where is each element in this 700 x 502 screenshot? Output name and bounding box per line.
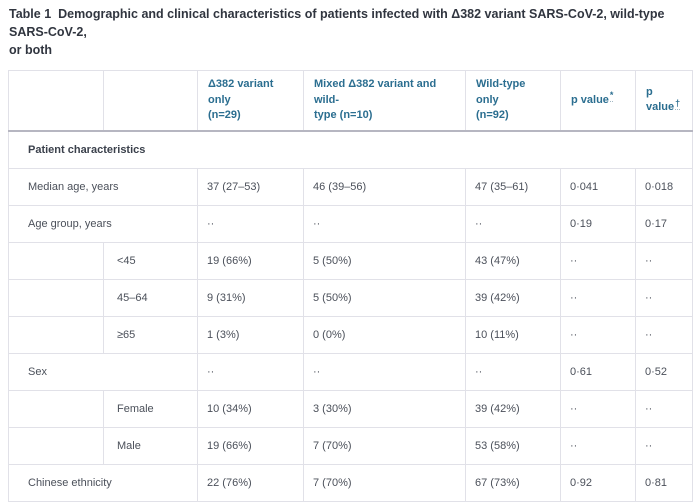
p-value-label: p value [646, 86, 675, 114]
row-indent-spacer [8, 390, 104, 429]
row-sublabel: Male [103, 427, 198, 466]
row-sublabel: Female [103, 390, 198, 429]
row-sublabel: 45–64 [103, 279, 198, 318]
value-cell: 43 (47%) [465, 242, 561, 281]
header-empty-1 [8, 70, 104, 132]
table-row: Male 19 (66%) 7 (70%) 53 (58%) ·· ·· [8, 427, 693, 466]
value-cell: 7 (70%) [303, 464, 466, 502]
header-wild-type-only: Wild-type only (n=92) [465, 70, 561, 132]
value-cell: ·· [560, 279, 636, 318]
value-cell: 3 (30%) [303, 390, 466, 429]
value-cell: ·· [635, 316, 693, 355]
row-indent-spacer [8, 316, 104, 355]
row-sublabel: ≥65 [103, 316, 198, 355]
row-indent-spacer [8, 242, 104, 281]
value-cell: 5 (50%) [303, 242, 466, 281]
row-label: Sex [8, 353, 198, 392]
footnote-asterisk-link[interactable]: * [609, 90, 614, 103]
value-cell: ·· [465, 205, 561, 244]
value-cell: 7 (70%) [303, 427, 466, 466]
value-cell: ·· [465, 353, 561, 392]
table-row: <45 19 (66%) 5 (50%) 43 (47%) ·· ·· [8, 242, 693, 281]
value-cell: ·· [197, 353, 304, 392]
value-cell: ·· [197, 205, 304, 244]
value-cell: 67 (73%) [465, 464, 561, 502]
value-cell: 19 (66%) [197, 242, 304, 281]
value-cell: 0·81 [635, 464, 693, 502]
table-row: Chinese ethnicity 22 (76%) 7 (70%) 67 (73%)… [8, 464, 693, 502]
value-cell: ·· [635, 242, 693, 281]
header-mixed-variant: Mixed Δ382 variant and wild- type (n=10) [303, 70, 466, 132]
p-value-label: p value [571, 93, 609, 106]
table-row: Sex ·· ·· ·· 0·61 0·52 [8, 353, 693, 392]
row-indent-spacer [8, 279, 104, 318]
value-cell: ·· [635, 279, 693, 318]
value-cell: 0·17 [635, 205, 693, 244]
table-row: ≥65 1 (3%) 0 (0%) 10 (11%) ·· ·· [8, 316, 693, 355]
value-cell: 0·018 [635, 168, 693, 207]
value-cell: 19 (66%) [197, 427, 304, 466]
value-cell: ·· [635, 390, 693, 429]
footnote-dagger-link[interactable]: † [675, 97, 681, 110]
table-body: Patient characteristics Median age, years… [8, 130, 693, 502]
value-cell: 9 (31%) [197, 279, 304, 318]
section-header-cell: Patient characteristics [8, 130, 693, 170]
row-sublabel: <45 [103, 242, 198, 281]
value-cell: 22 (76%) [197, 464, 304, 502]
value-cell: ·· [560, 242, 636, 281]
value-cell: ·· [560, 427, 636, 466]
value-cell: 5 (50%) [303, 279, 466, 318]
value-cell: 46 (39–56) [303, 168, 466, 207]
row-label: Age group, years [8, 205, 198, 244]
value-cell: 0·041 [560, 168, 636, 207]
value-cell: ·· [635, 427, 693, 466]
table-title: Table 1 Demographic and clinical charact… [9, 7, 665, 58]
value-cell: ·· [560, 390, 636, 429]
value-cell: 0·19 [560, 205, 636, 244]
row-label: Median age, years [8, 168, 198, 207]
table-row: Median age, years 37 (27–53) 46 (39–56) 47 … [8, 168, 693, 207]
header-variant-only: Δ382 variant only (n=29) [197, 70, 304, 132]
value-cell: 37 (27–53) [197, 168, 304, 207]
value-cell: 10 (34%) [197, 390, 304, 429]
row-indent-spacer [8, 427, 104, 466]
value-cell: 39 (42%) [465, 390, 561, 429]
value-cell: 0·52 [635, 353, 693, 392]
table-row: Female 10 (34%) 3 (30%) 39 (42%) ·· ·· [8, 390, 693, 429]
row-label: Chinese ethnicity [8, 464, 198, 502]
value-cell: 47 (35–61) [465, 168, 561, 207]
header-empty-2 [103, 70, 198, 132]
value-cell: 10 (11%) [465, 316, 561, 355]
value-cell: 0·61 [560, 353, 636, 392]
table-row: Patient characteristics [8, 130, 693, 170]
table-row: Age group, years ·· ·· ·· 0·19 0·17 [8, 205, 693, 244]
demographics-table: Δ382 variant only (n=29) Mixed Δ382 vari… [8, 70, 693, 502]
header-p-value-2: p value† [635, 70, 693, 132]
value-cell: 39 (42%) [465, 279, 561, 318]
value-cell: ·· [560, 316, 636, 355]
value-cell: 0·92 [560, 464, 636, 502]
value-cell: 0 (0%) [303, 316, 466, 355]
value-cell: ·· [303, 353, 466, 392]
header-p-value-1: p value* [560, 70, 636, 132]
value-cell: 1 (3%) [197, 316, 304, 355]
value-cell: 53 (58%) [465, 427, 561, 466]
header-row: Δ382 variant only (n=29) Mixed Δ382 vari… [8, 70, 693, 132]
table-row: 45–64 9 (31%) 5 (50%) 39 (42%) ·· ·· [8, 279, 693, 318]
value-cell: ·· [303, 205, 466, 244]
